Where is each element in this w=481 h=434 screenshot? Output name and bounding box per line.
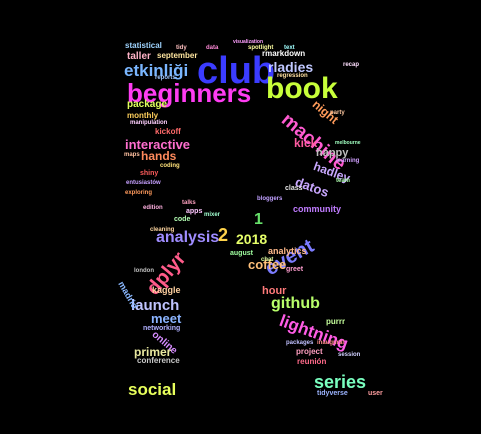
word-coffee: coffee [248, 257, 287, 272]
word-hour: hour [262, 285, 287, 297]
word-taller: taller [127, 51, 151, 62]
word-bloggers: bloggers [257, 196, 283, 202]
word-tidy: tidy [176, 45, 187, 51]
word-2: 2 [218, 225, 229, 245]
word-apps: apps [186, 208, 203, 215]
word-tidyverse: tidyverse [317, 390, 348, 397]
word-community: community [293, 204, 342, 214]
word-reports: reports [155, 75, 176, 81]
word-code: code [174, 216, 191, 223]
word-rladies: rladies [268, 59, 314, 75]
word-mixer: mixer [204, 212, 221, 218]
word-packages: packages [286, 340, 314, 346]
word-kick: kick [294, 136, 318, 150]
word-launch: launch [131, 297, 180, 314]
word-party: party [330, 110, 345, 116]
word-analytics: analytics [268, 246, 307, 256]
word-interactive: interactive [125, 137, 191, 152]
word-project: project [296, 347, 323, 356]
word-meet: meet [151, 311, 182, 326]
word-visualization: visualization [233, 39, 264, 45]
word-1: 1 [254, 211, 263, 228]
word-statistical: statistical [125, 41, 162, 50]
word-series: series [314, 372, 367, 392]
word-edition: edition [143, 205, 163, 211]
word-primer: primer [134, 345, 172, 359]
word-class: class [285, 185, 303, 192]
word-spotlight: spotlight [248, 45, 274, 51]
word-session: session [338, 352, 361, 358]
word-analysis: analysis [156, 229, 220, 246]
word-coding: coding [160, 163, 180, 169]
word-networking: networking [143, 325, 181, 332]
word-august: august [230, 250, 253, 257]
word-madrid: madrid [116, 279, 140, 311]
word-club: club [197, 50, 276, 92]
word-book: book [266, 72, 338, 105]
word-etkinligi: etkinliği [124, 61, 189, 80]
word-greet: greet [286, 266, 304, 273]
word-london: london [134, 268, 154, 274]
word-inaugural: inaugural [317, 340, 345, 346]
word-team: team [336, 178, 351, 184]
word-shiny: shiny [140, 170, 159, 177]
word-purrr: purrr [326, 317, 346, 326]
word-user: user [368, 390, 383, 397]
word-cleaning: cleaning [150, 227, 175, 233]
word-text: text [284, 45, 295, 51]
word-entusiastow: entusiastów [126, 180, 161, 186]
word-talks: talks [182, 200, 196, 206]
word-package: package [127, 99, 168, 110]
word-github: github [271, 295, 320, 312]
word-beginners: beginners [127, 78, 252, 108]
word-exploring: exploring [125, 190, 153, 196]
word-learning: learning [336, 158, 360, 164]
word-reunion: reunión [297, 357, 327, 366]
word-happy: happy [316, 147, 349, 159]
word-hands: hands [141, 149, 177, 163]
word-regression: regression [277, 73, 308, 79]
word-manipulation: manipulation [130, 120, 168, 126]
word-kickoff: kickoff [155, 127, 181, 136]
word-september: september [157, 51, 198, 60]
word-rmarkdown: rmarkdown [262, 49, 306, 58]
word-2018: 2018 [236, 231, 268, 247]
word-conference: conference [137, 356, 180, 365]
word-data: data [206, 45, 219, 51]
word-maps: maps [124, 152, 140, 158]
word-melbourne: melbourne [335, 140, 361, 146]
word-monthly: monthly [127, 111, 159, 120]
word-chat: chat [261, 257, 274, 263]
word-recap: recap [343, 62, 360, 68]
word-social: social [128, 380, 177, 399]
word-kaggle: kaggle [152, 285, 181, 295]
